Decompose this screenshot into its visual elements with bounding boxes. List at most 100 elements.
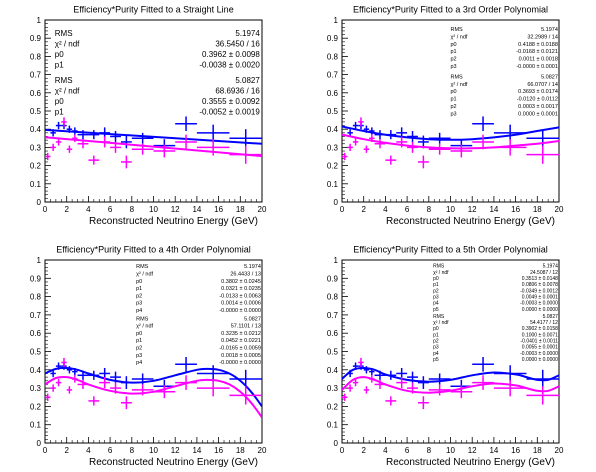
x-tick-label: 8: [130, 446, 135, 455]
data-point: [50, 384, 56, 392]
stats-value: -0.0038 ± 0.0020: [199, 61, 260, 70]
stats-label: χ² / ndf: [55, 87, 80, 96]
data-point: [77, 379, 89, 390]
stats-label: p2: [451, 104, 457, 110]
data-point: [110, 141, 121, 153]
chart-title-box: [44, 243, 263, 255]
y-tick-label: 1: [334, 16, 339, 25]
stats-value: -0.0052 ± 0.0019: [199, 108, 260, 117]
y-tick-label: 0.6: [327, 329, 339, 338]
chart-title: Efficiency*Purity Fitted to a 5th Order …: [353, 245, 547, 255]
stats-value: 5.0827: [543, 314, 559, 320]
data-point: [450, 385, 473, 399]
stats-label: p1: [433, 282, 439, 288]
data-point: [77, 139, 89, 149]
data-point: [131, 384, 154, 396]
fit-curve-magenta: [342, 376, 559, 394]
stats-value: 0.4188 ± 0.0188: [518, 42, 558, 48]
y-tick-label: 0: [334, 439, 339, 448]
data-point: [120, 135, 132, 149]
stats-value: -0.0000 ± 0.0000: [219, 360, 261, 366]
plot-area: [45, 356, 262, 418]
x-tick-label: 4: [383, 205, 388, 214]
data-point: [526, 386, 559, 405]
chart-panel-2: Efficiency*Purity Fitted to a 3rd Order …: [327, 3, 564, 227]
chart-title: Efficiency*Purity Fitted to a 4th Order …: [56, 245, 250, 255]
stats-label: p0: [55, 50, 64, 59]
data-point: [385, 155, 397, 165]
stats-value: 5.0827: [541, 74, 558, 80]
stats-value: -0.0349 ± 0.0012: [520, 288, 558, 294]
data-point: [66, 125, 73, 133]
x-tick-label: 16: [214, 205, 223, 214]
stats-label: p5: [433, 307, 439, 313]
fit-curve-magenta: [45, 136, 262, 158]
data-point: [72, 367, 78, 376]
x-tick-label: 8: [130, 205, 135, 214]
stats-value: 0.3235 ± 0.0212: [221, 331, 261, 337]
stats-value: 0.0049 ± 0.0001: [522, 294, 558, 300]
series-blue: [342, 116, 559, 152]
stats-value: -0.0000 ± 0.0000: [219, 308, 261, 314]
fit-curve-magenta: [342, 133, 559, 150]
data-point: [175, 134, 197, 150]
stats-label: χ² / ndf: [136, 272, 153, 278]
stats-label: p2: [451, 57, 457, 63]
stats-label: p1: [451, 97, 457, 103]
x-tick-label: 14: [489, 205, 498, 214]
data-point: [374, 379, 386, 390]
y-tick-label: 0.2: [327, 162, 339, 171]
data-point: [61, 357, 67, 368]
data-point: [347, 384, 353, 392]
stats-label: p2: [136, 346, 142, 352]
y-tick-label: 0.4: [30, 125, 42, 134]
x-tick-label: 2: [64, 446, 69, 455]
data-point: [493, 365, 527, 382]
stats-label: p4: [433, 301, 439, 307]
data-point: [66, 145, 73, 153]
data-point: [99, 136, 111, 148]
y-tick-label: 0.2: [30, 402, 42, 411]
data-point: [385, 370, 397, 380]
stats-label: p0: [451, 42, 457, 48]
stats-label: RMS: [451, 27, 464, 33]
series-magenta: [342, 357, 559, 410]
stats-value: 0.0011 ± 0.0018: [519, 57, 558, 63]
data-point: [229, 369, 262, 389]
x-tick-label: 8: [427, 446, 432, 455]
y-tick-label: 0.5: [30, 348, 42, 357]
stats-value: -0.0120 ± 0.0112: [517, 97, 558, 103]
data-point: [417, 396, 429, 410]
x-tick-label: 20: [258, 205, 267, 214]
data-point: [352, 121, 359, 130]
data-point: [385, 396, 397, 406]
data-point: [526, 129, 559, 148]
chart-title: Efficiency*Purity Fitted to a 3rd Order …: [353, 5, 548, 15]
stats-value: 0.1000 ± 0.0071: [522, 332, 558, 338]
stats-label: p4: [136, 308, 142, 314]
data-point: [175, 356, 197, 372]
data-point: [110, 371, 121, 383]
y-tick-label: 0.4: [327, 366, 339, 375]
stats-value: 66.0707 / 14: [527, 82, 558, 88]
stats-value: -0.0168 ± 0.0121: [516, 49, 558, 55]
x-tick-label: 0: [43, 205, 48, 214]
stats-label: χ² / ndf: [136, 324, 153, 330]
stats-label: p0: [55, 97, 64, 106]
y-tick-label: 0.9: [30, 274, 42, 283]
data-point: [55, 121, 62, 130]
data-point: [153, 144, 176, 158]
data-point: [363, 125, 370, 133]
data-point: [66, 366, 73, 374]
stats-value: 26.4433 / 13: [230, 272, 261, 278]
chart-panel-1: Efficiency*Purity Fitted to a Straight L…: [30, 3, 267, 227]
data-point: [358, 357, 364, 368]
x-tick-label: 0: [340, 446, 345, 455]
plot-area: [45, 116, 262, 169]
y-tick-label: 1: [37, 16, 42, 25]
x-tick-label: 2: [361, 205, 366, 214]
x-tick-label: 20: [258, 446, 267, 455]
data-point: [369, 375, 375, 383]
stats-value: 5.1974: [244, 264, 261, 270]
data-point: [50, 143, 56, 152]
